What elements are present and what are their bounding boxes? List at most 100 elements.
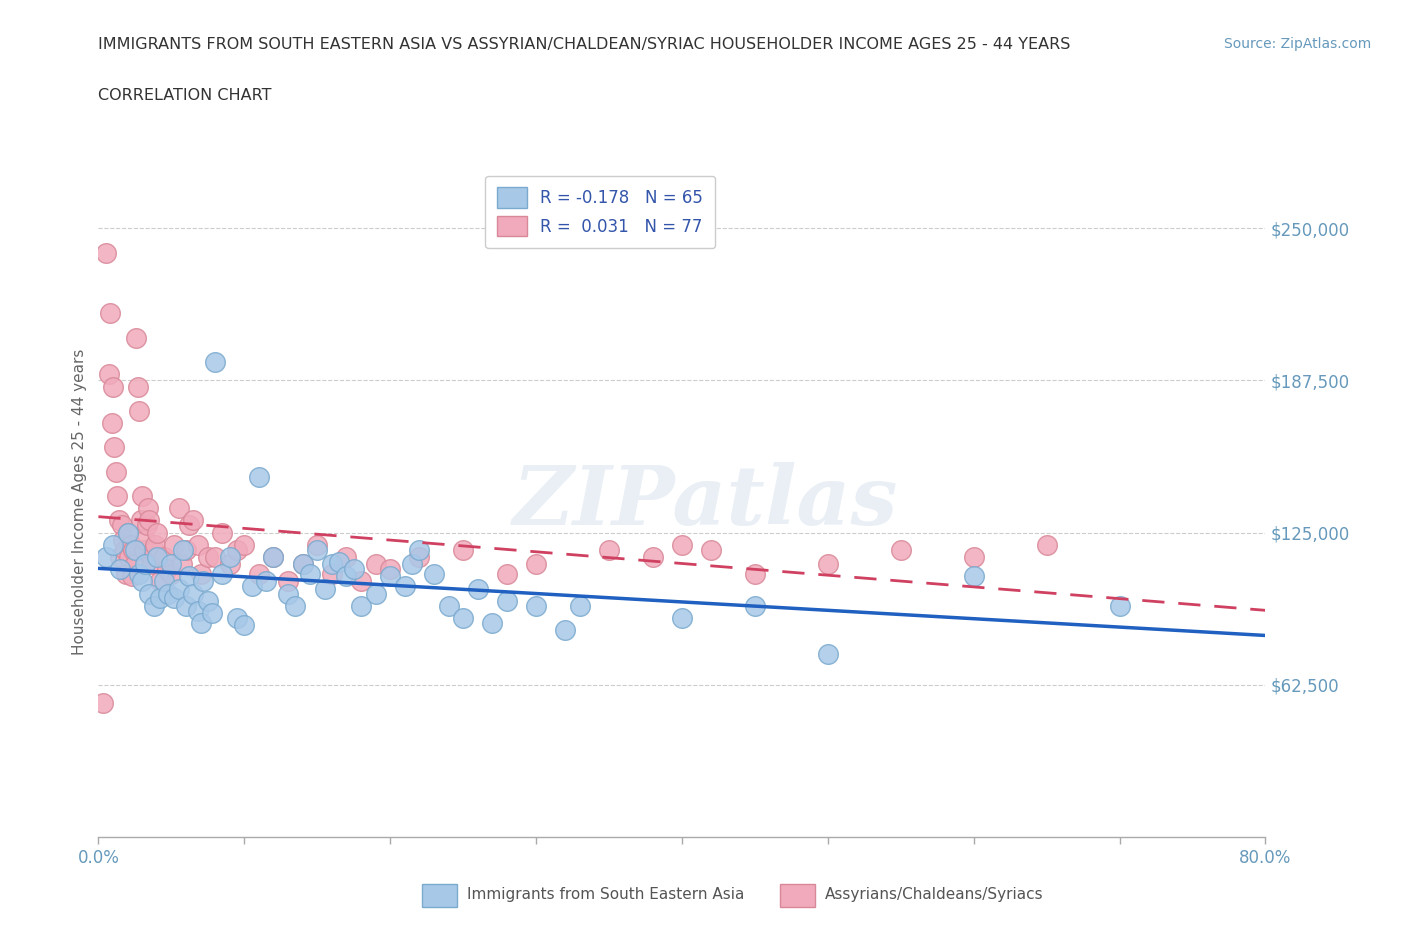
Point xyxy=(117,525,139,540)
Point xyxy=(890,542,912,557)
Point xyxy=(962,569,984,584)
Point xyxy=(122,542,145,557)
Text: Assyrians/Chaldeans/Syriacs: Assyrians/Chaldeans/Syriacs xyxy=(825,887,1043,902)
Point xyxy=(401,557,423,572)
Point xyxy=(226,542,249,557)
Point xyxy=(139,550,162,565)
Text: Immigrants from South Eastern Asia: Immigrants from South Eastern Asia xyxy=(467,887,744,902)
Point xyxy=(153,574,176,589)
Text: Source: ZipAtlas.com: Source: ZipAtlas.com xyxy=(1223,37,1371,51)
Point xyxy=(103,440,125,455)
Point xyxy=(94,246,117,260)
Point xyxy=(218,550,240,565)
Point xyxy=(524,557,547,572)
Point xyxy=(364,586,387,601)
Point xyxy=(187,538,209,552)
Point xyxy=(135,518,157,533)
Point xyxy=(437,598,460,613)
Point xyxy=(641,550,664,565)
Point xyxy=(197,550,219,565)
Point xyxy=(187,604,209,618)
Point xyxy=(197,593,219,608)
Point xyxy=(142,598,165,613)
Point xyxy=(97,367,120,382)
Point xyxy=(364,557,387,572)
Point xyxy=(378,562,402,577)
Point xyxy=(134,557,156,572)
Point xyxy=(101,538,124,552)
Point xyxy=(143,538,166,552)
Point xyxy=(146,550,169,565)
Point xyxy=(350,574,373,589)
Point xyxy=(495,566,517,581)
Point xyxy=(204,550,226,565)
Point xyxy=(136,501,159,516)
Point xyxy=(817,557,839,572)
Point xyxy=(284,598,307,613)
Point xyxy=(394,578,416,593)
Point xyxy=(160,557,183,572)
Point xyxy=(481,616,503,631)
Point xyxy=(451,610,474,625)
Point xyxy=(181,513,204,528)
Point xyxy=(240,578,263,593)
Point xyxy=(114,542,136,557)
Point xyxy=(321,557,343,572)
Point xyxy=(307,542,329,557)
Point xyxy=(91,696,114,711)
Point xyxy=(111,518,134,533)
Point xyxy=(233,538,256,552)
FancyBboxPatch shape xyxy=(422,884,457,907)
Point xyxy=(277,586,299,601)
Point xyxy=(335,569,357,584)
Point xyxy=(233,618,256,632)
Point xyxy=(117,525,139,540)
Point xyxy=(408,542,430,557)
Point xyxy=(598,542,620,557)
Point xyxy=(128,566,150,581)
Text: IMMIGRANTS FROM SOUTH EASTERN ASIA VS ASSYRIAN/CHALDEAN/SYRIAC HOUSEHOLDER INCOM: IMMIGRANTS FROM SOUTH EASTERN ASIA VS AS… xyxy=(98,37,1071,52)
Point xyxy=(177,569,200,584)
Point xyxy=(149,574,172,589)
Point xyxy=(131,574,153,589)
Point xyxy=(129,513,152,528)
Point xyxy=(343,562,366,577)
Point xyxy=(170,557,193,572)
Point xyxy=(247,470,270,485)
Point xyxy=(101,379,124,394)
Point xyxy=(671,538,693,552)
Point xyxy=(153,550,176,565)
Point xyxy=(146,525,169,540)
Point xyxy=(495,593,517,608)
Y-axis label: Householder Income Ages 25 - 44 years: Householder Income Ages 25 - 44 years xyxy=(72,349,87,656)
Point xyxy=(193,574,215,589)
Point xyxy=(94,550,117,565)
Point xyxy=(177,518,200,533)
Point xyxy=(172,542,194,557)
Point xyxy=(817,647,839,662)
Point xyxy=(104,464,127,479)
Point xyxy=(163,591,186,605)
Point xyxy=(254,574,277,589)
Point xyxy=(218,557,240,572)
Point xyxy=(98,306,121,321)
Point xyxy=(112,533,135,548)
Point xyxy=(211,566,233,581)
Point xyxy=(131,488,153,503)
Point xyxy=(314,581,336,596)
Point xyxy=(291,557,314,572)
Point xyxy=(328,554,350,569)
Point xyxy=(190,566,212,581)
Point xyxy=(100,416,122,431)
Point xyxy=(524,598,547,613)
Point xyxy=(105,488,128,503)
Point xyxy=(174,542,197,557)
Point xyxy=(160,566,183,581)
Point xyxy=(156,562,179,577)
Point xyxy=(211,525,233,540)
Point xyxy=(321,566,343,581)
Point xyxy=(378,569,402,584)
Point xyxy=(201,605,224,620)
Point xyxy=(467,581,489,596)
Point xyxy=(118,550,141,565)
